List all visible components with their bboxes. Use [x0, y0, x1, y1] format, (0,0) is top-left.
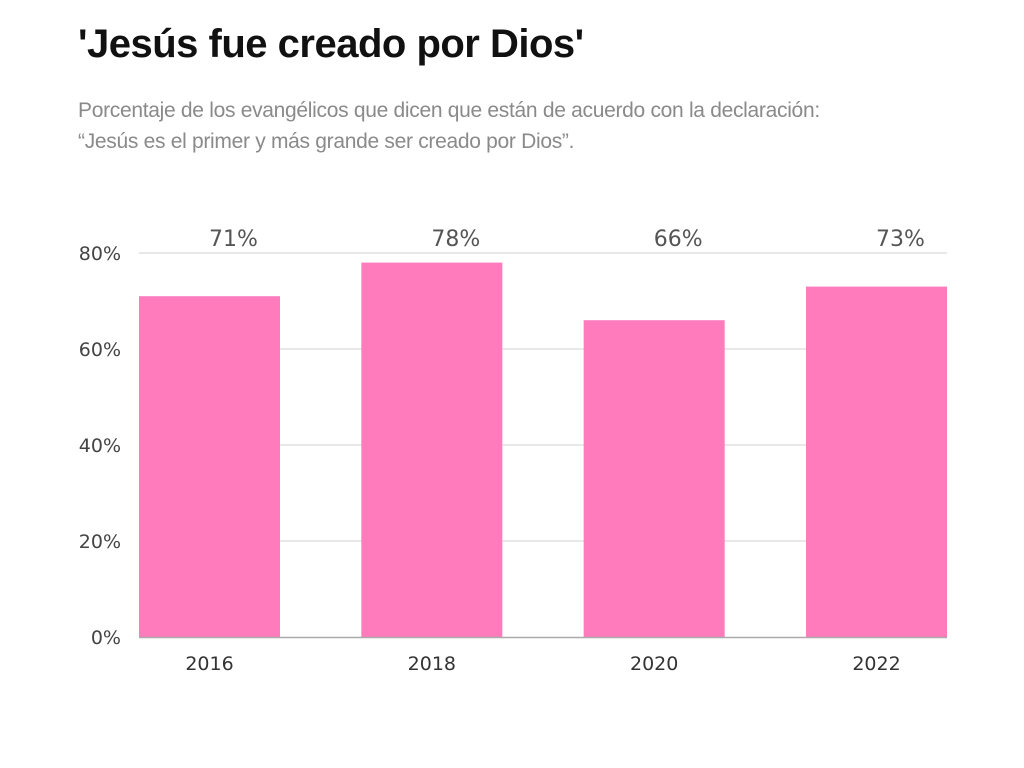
- x-tick-label: 2018: [408, 653, 456, 675]
- subtitle-line-2: “Jesús es el primer y más grande ser cre…: [78, 130, 575, 153]
- bar: [806, 286, 947, 637]
- x-tick-label: 2016: [185, 653, 233, 675]
- bar: [583, 320, 725, 637]
- data-labels: 71% 78% 66% 73%: [209, 227, 925, 252]
- y-tick-label: 40%: [79, 435, 121, 457]
- bar: [361, 262, 503, 637]
- data-label: 71%: [209, 227, 258, 252]
- y-tick-label: 80%: [79, 243, 121, 265]
- y-axis-ticks: 0% 20% 40% 60% 80%: [79, 243, 121, 649]
- y-tick-label: 0%: [91, 627, 121, 649]
- data-label: 73%: [876, 227, 925, 252]
- subtitle-line-1: Porcentaje de los evangélicos que dicen …: [78, 99, 820, 122]
- chart-title: 'Jesús fue creado por Dios': [78, 22, 584, 66]
- x-tick-label: 2020: [630, 653, 678, 675]
- x-tick-label: 2022: [852, 653, 900, 675]
- bar: [139, 296, 280, 637]
- bars: [139, 262, 947, 637]
- data-label: 78%: [431, 227, 480, 252]
- data-label: 66%: [654, 227, 703, 252]
- y-tick-label: 60%: [79, 339, 121, 361]
- chart-subtitle: Porcentaje de los evangélicos que dicen …: [78, 95, 978, 157]
- y-tick-label: 20%: [79, 531, 121, 553]
- x-axis-ticks: 2016 2018 2020 2022: [185, 653, 900, 675]
